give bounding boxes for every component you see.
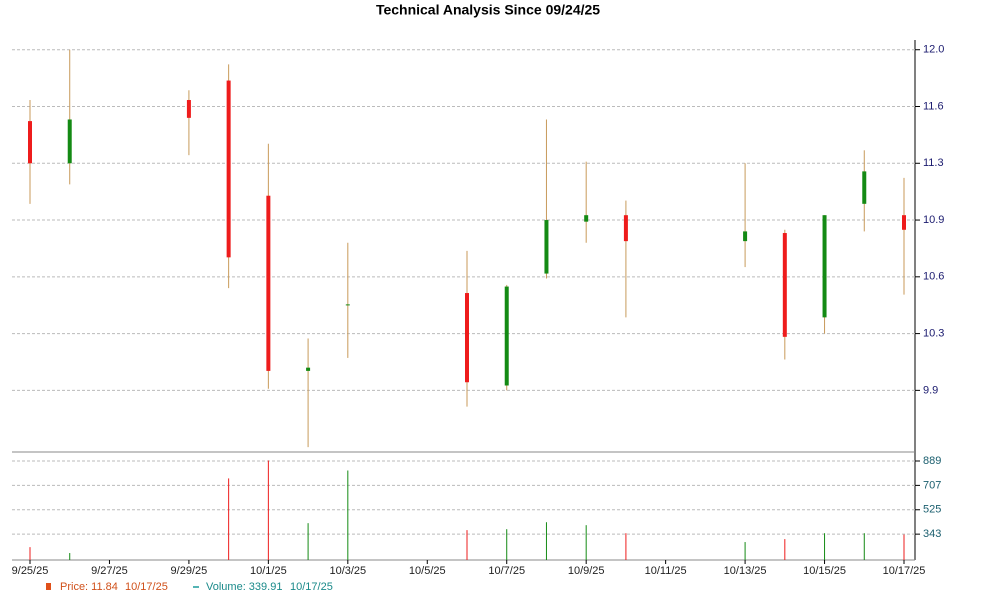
y-tick-label: 10.3	[923, 327, 944, 339]
y-tick-label: 9.9	[923, 384, 938, 396]
candle-body	[67, 119, 72, 164]
x-tick-label: 10/1/25	[250, 565, 287, 577]
x-tick-label: 10/9/25	[568, 565, 605, 577]
x-tick-label: 9/25/25	[12, 565, 49, 577]
chart-title: Technical Analysis Since 09/24/25	[376, 2, 600, 18]
candle-body	[584, 215, 589, 222]
y-tick-label: 889	[923, 455, 941, 467]
candle-body	[226, 80, 231, 258]
x-tick-label: 9/29/25	[171, 565, 208, 577]
x-tick-label: 10/11/25	[645, 565, 687, 577]
candle-body	[544, 220, 549, 274]
x-tick-label: 9/27/25	[91, 565, 128, 577]
candle-body	[902, 215, 906, 230]
candle-body	[623, 215, 628, 242]
y-tick-label: 11.6	[923, 100, 944, 112]
legend-date: 10/17/25	[290, 581, 333, 593]
y-tick-label: 12.0	[923, 44, 944, 56]
candle-body	[743, 231, 748, 242]
candle-body	[266, 195, 271, 371]
candle-body	[862, 171, 867, 204]
y-tick-label: 343	[923, 528, 941, 540]
y-tick-label: 10.9	[923, 214, 944, 226]
candle-body	[504, 286, 509, 386]
x-tick-label: 10/5/25	[409, 565, 446, 577]
x-tick-label: 10/3/25	[329, 565, 366, 577]
candle-body	[465, 293, 469, 383]
legend-label: Price: 11.84	[60, 581, 118, 593]
candle-body	[186, 100, 191, 118]
y-tick-label: 707	[923, 479, 941, 491]
legend-swatch	[46, 583, 51, 590]
y-tick-label: 11.3	[923, 157, 944, 169]
x-tick-label: 10/7/25	[488, 565, 525, 577]
x-tick-label: 10/13/25	[724, 565, 767, 577]
candle-body	[345, 304, 350, 306]
candle-body	[28, 121, 32, 164]
legend-date: 10/17/25	[125, 581, 168, 593]
candle-body	[782, 233, 787, 337]
x-tick-label: 10/15/25	[803, 565, 846, 577]
legend-label: Volume: 339.91	[206, 581, 282, 593]
candle-body	[306, 367, 311, 371]
x-tick-label: 10/17/25	[883, 565, 926, 577]
y-tick-label: 10.6	[923, 271, 944, 283]
candle-body	[822, 215, 827, 318]
y-tick-label: 525	[923, 504, 941, 516]
